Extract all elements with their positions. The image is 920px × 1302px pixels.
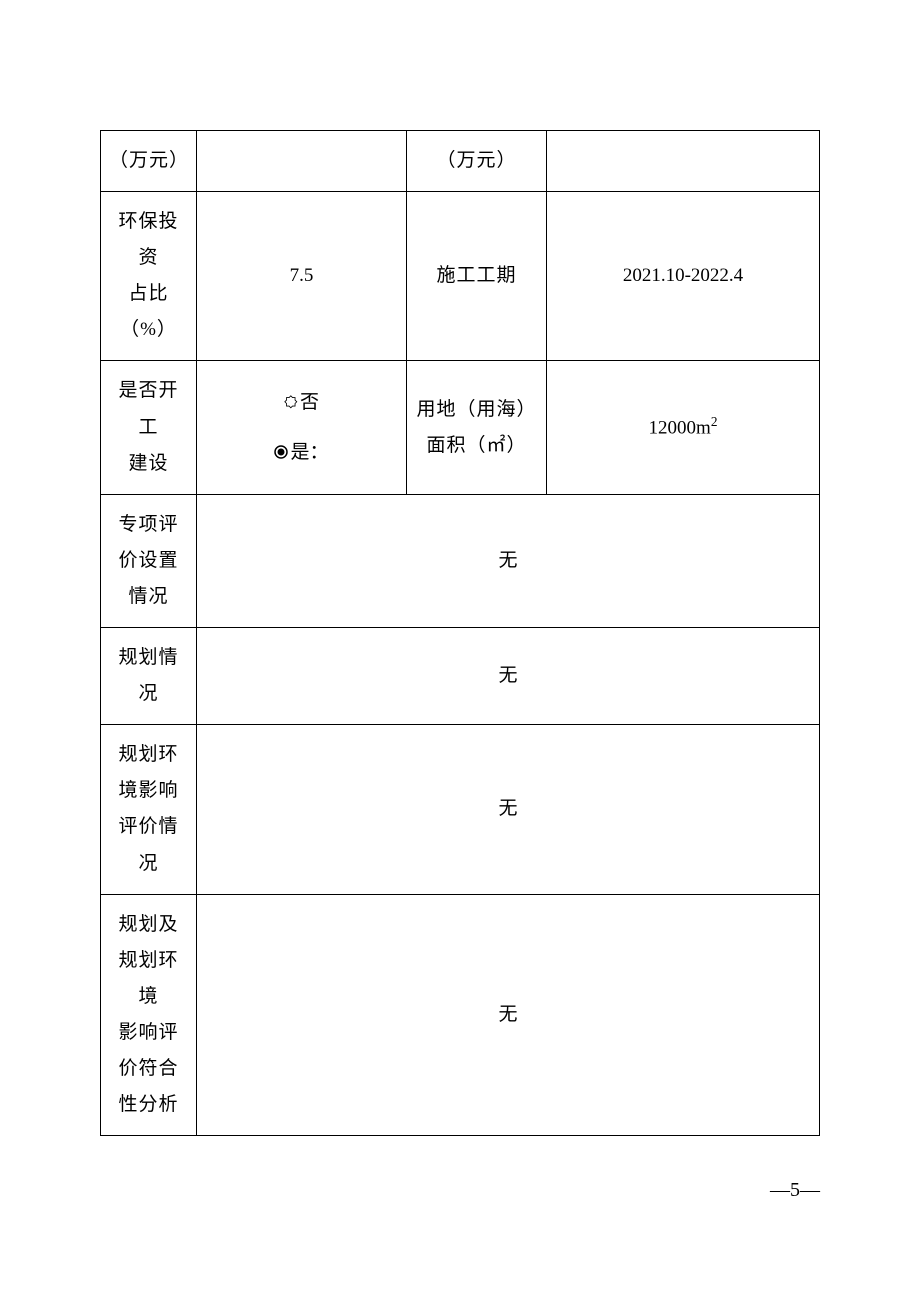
label-text: 价设置 xyxy=(118,550,178,571)
table-row: 环保投资 占比（%） 7.5 施工工期 2021.10-2022.4 xyxy=(101,192,820,361)
label-text: 情况 xyxy=(128,586,168,607)
cell-construction-period-label: 施工工期 xyxy=(407,192,547,361)
label-text: 评价情 xyxy=(118,816,178,837)
page-number: —5— xyxy=(770,1179,820,1202)
cell-is-started-value: 否 是： xyxy=(197,361,407,494)
cell-env-ratio-label: 环保投资 占比（%） xyxy=(101,192,197,361)
label-text: 用地（用海） xyxy=(416,399,536,420)
cell-compliance-value: 无 xyxy=(197,894,820,1136)
cell-env-ratio-value: 7.5 xyxy=(197,192,407,361)
label-text: 境影响 xyxy=(118,780,178,801)
table-row: 规划及 规划环 境 影响评 价符合 性分析 无 xyxy=(101,894,820,1136)
cell-wanyuan-2: （万元） xyxy=(407,131,547,192)
option-yes-text: 是： xyxy=(290,442,328,463)
cell-land-area-label: 用地（用海） 面积（㎡） xyxy=(407,361,547,494)
table-row: （万元） （万元） xyxy=(101,131,820,192)
cell-value-2 xyxy=(547,131,820,192)
table-row: 是否开工 建设 否 是： xyxy=(101,361,820,494)
radio-option-no: 否 xyxy=(205,378,398,427)
table-row: 规划环 境影响 评价情 况 无 xyxy=(101,725,820,894)
label-text: 规划环 xyxy=(118,744,178,765)
page-container: （万元） （万元） 环保投资 占比（%） 7.5 施工工期 2021.10-20… xyxy=(0,0,920,1136)
label-text: 规划环 xyxy=(118,950,178,971)
area-value: 12000m xyxy=(649,417,711,438)
cell-planning-label: 规划情 况 xyxy=(101,628,197,725)
label-text: 是否开工 xyxy=(118,380,178,437)
radio-checked-icon xyxy=(274,445,288,459)
label-text: 况 xyxy=(138,683,158,704)
cell-value-1 xyxy=(197,131,407,192)
option-no-text: 否 xyxy=(300,392,319,413)
cell-planning-env-value: 无 xyxy=(197,725,820,894)
label-text: 专项评 xyxy=(118,514,178,535)
label-text: 影响评 xyxy=(118,1022,178,1043)
label-text: 规划情 xyxy=(118,647,178,668)
cell-wanyuan-1: （万元） xyxy=(101,131,197,192)
label-text: 规划及 xyxy=(118,914,178,935)
radio-option-yes: 是： xyxy=(205,428,398,477)
cell-land-area-value: 12000m2 xyxy=(547,361,820,494)
label-text: 占比（%） xyxy=(120,283,177,340)
form-table: （万元） （万元） 环保投资 占比（%） 7.5 施工工期 2021.10-20… xyxy=(100,130,820,1136)
cell-is-started-label: 是否开工 建设 xyxy=(101,361,197,494)
cell-planning-value: 无 xyxy=(197,628,820,725)
label-text: 况 xyxy=(138,853,158,874)
table-row: 专项评 价设置 情况 无 xyxy=(101,494,820,627)
label-text: 面积（㎡） xyxy=(426,435,526,456)
label-text: 价符合 xyxy=(118,1058,178,1079)
radio-unchecked-icon xyxy=(284,395,298,409)
cell-special-eval-value: 无 xyxy=(197,494,820,627)
table-row: 规划情 况 无 xyxy=(101,628,820,725)
label-text: 建设 xyxy=(128,453,168,474)
cell-planning-env-label: 规划环 境影响 评价情 况 xyxy=(101,725,197,894)
label-text: 境 xyxy=(138,986,158,1007)
cell-special-eval-label: 专项评 价设置 情况 xyxy=(101,494,197,627)
cell-construction-period-value: 2021.10-2022.4 xyxy=(547,192,820,361)
cell-compliance-label: 规划及 规划环 境 影响评 价符合 性分析 xyxy=(101,894,197,1136)
label-text: 性分析 xyxy=(118,1094,178,1115)
area-sup: 2 xyxy=(711,414,718,429)
label-text: 环保投资 xyxy=(118,211,178,268)
